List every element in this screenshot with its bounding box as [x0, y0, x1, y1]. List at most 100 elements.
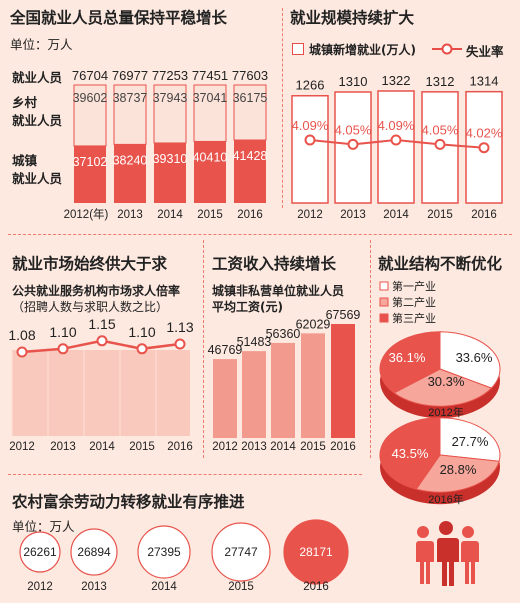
urban-bar	[154, 142, 186, 203]
wage-bar	[213, 359, 237, 438]
year-tick: 2015	[228, 581, 254, 593]
new-jobs-bar	[291, 94, 329, 204]
structure-legend-swatch	[379, 281, 389, 291]
year-tick: 2014	[151, 581, 177, 593]
year-tick: 2012	[9, 441, 35, 453]
rural-value: 27747	[224, 545, 258, 559]
pie-label: 27.7%	[452, 434, 489, 449]
market-label: 1.10	[128, 324, 155, 340]
employment-title: 全国就业人员总量保持平稳增长	[10, 9, 228, 27]
rural-value: 26261	[23, 545, 57, 559]
wage-label: 46769	[208, 343, 243, 357]
new-jobs-label: 1312	[426, 74, 455, 89]
new-jobs-bar	[377, 90, 415, 204]
legend-bar-label: 城镇新增就业(万人)	[309, 43, 416, 57]
rate-label: 4.05%	[335, 122, 372, 137]
rate-point	[347, 138, 359, 150]
market-label: 1.13	[166, 319, 193, 335]
urban-bar	[74, 145, 106, 203]
urban-label: 41428	[233, 149, 268, 163]
rural-circle	[283, 519, 349, 585]
market-subtitle2: （招聘人数与求职人数之比）	[12, 300, 169, 314]
rural-label: 38737	[113, 91, 148, 105]
legend-line-label: 失业率	[466, 44, 504, 59]
market-title: 就业市场始终供大于求	[12, 255, 168, 273]
divider-bottom	[8, 474, 362, 475]
rate-point	[304, 134, 316, 146]
market-label: 1.08	[8, 327, 35, 343]
rural-label: 36175	[233, 91, 268, 105]
year-tick: 2013	[50, 441, 76, 453]
year-tick: 2015	[300, 441, 326, 453]
market-label: 1.15	[88, 316, 115, 332]
year-tick: 2013	[81, 581, 107, 593]
rural-bar	[73, 84, 107, 147]
rate-point	[478, 142, 490, 154]
wage-label: 62029	[296, 317, 331, 331]
structure-legend-label: 第三产业	[392, 311, 436, 325]
row-label-urban: 城镇 就业人员	[12, 153, 63, 186]
rate-point	[434, 138, 446, 150]
pie-title: 2016年	[428, 492, 463, 506]
pie-slice	[393, 368, 493, 407]
urban-bar	[114, 144, 146, 203]
rural-bar	[233, 84, 267, 141]
pie-label: 43.5%	[392, 446, 429, 461]
market-point	[136, 343, 148, 355]
wage-bar	[271, 342, 295, 438]
urban-bar	[194, 141, 226, 203]
pie-title: 2012年	[428, 405, 463, 419]
year-tick: 2015	[129, 441, 155, 453]
structure-legend-swatch	[379, 313, 389, 323]
rural-label: 37943	[153, 91, 188, 105]
employment-unit: 单位：万人	[10, 37, 73, 52]
pie-slice	[379, 417, 441, 490]
year-tick: 2013	[340, 209, 366, 221]
rate-label: 4.02%	[466, 126, 503, 141]
rural-title: 农村富余劳动力转移就业有序推进	[12, 493, 245, 511]
total-label: 77451	[192, 68, 228, 83]
divider-top	[282, 8, 283, 208]
row-label-total: 就业人员	[12, 70, 63, 85]
year-tick: 2016	[330, 441, 356, 453]
year-tick: 2016	[237, 209, 263, 221]
rural-circle	[70, 528, 118, 576]
market-subtitle1: 公共就业服务机构市场求人倍率	[12, 284, 181, 298]
new-jobs-label: 1322	[382, 73, 411, 88]
rate-point	[390, 134, 402, 146]
wage-subtitle1: 城镇非私营单位就业人员	[212, 284, 345, 298]
rate-label: 4.05%	[422, 122, 459, 137]
year-tick: 2014	[383, 209, 409, 221]
year-tick: 2012(年)	[64, 207, 109, 221]
year-tick: 2015	[427, 209, 453, 221]
legend-bar-swatch	[292, 43, 304, 55]
year-tick: 2015	[197, 209, 223, 221]
rate-label: 4.09%	[292, 118, 329, 133]
new-jobs-label: 1310	[339, 74, 368, 89]
rural-value: 26894	[77, 545, 111, 559]
urban-bar	[234, 140, 266, 203]
year-tick: 2012	[212, 441, 238, 453]
urban-label: 38240	[113, 153, 148, 167]
year-tick: 2014	[89, 441, 115, 453]
pie-slice	[439, 417, 501, 462]
rural-label: 39602	[73, 91, 108, 105]
market-point	[16, 346, 28, 358]
urban-label: 40410	[193, 150, 228, 164]
divider-mid	[8, 234, 512, 235]
year-tick: 2012	[27, 581, 53, 593]
year-tick: 2014	[270, 441, 296, 453]
rural-value: 27395	[147, 545, 181, 559]
market-area	[12, 350, 190, 436]
row-label-rural: 乡村 就业人员	[12, 95, 63, 128]
structure-legend-label: 第一产业	[392, 279, 436, 293]
market-label: 1.10	[49, 324, 76, 340]
pie-slice	[415, 454, 500, 493]
structure-legend-swatch	[379, 297, 389, 307]
total-label: 77253	[152, 68, 188, 83]
rural-unit: 单位：万人	[12, 519, 75, 534]
pie-label: 28.8%	[440, 462, 477, 477]
wage-bar	[331, 324, 355, 438]
year-tick: 2016	[471, 209, 497, 221]
